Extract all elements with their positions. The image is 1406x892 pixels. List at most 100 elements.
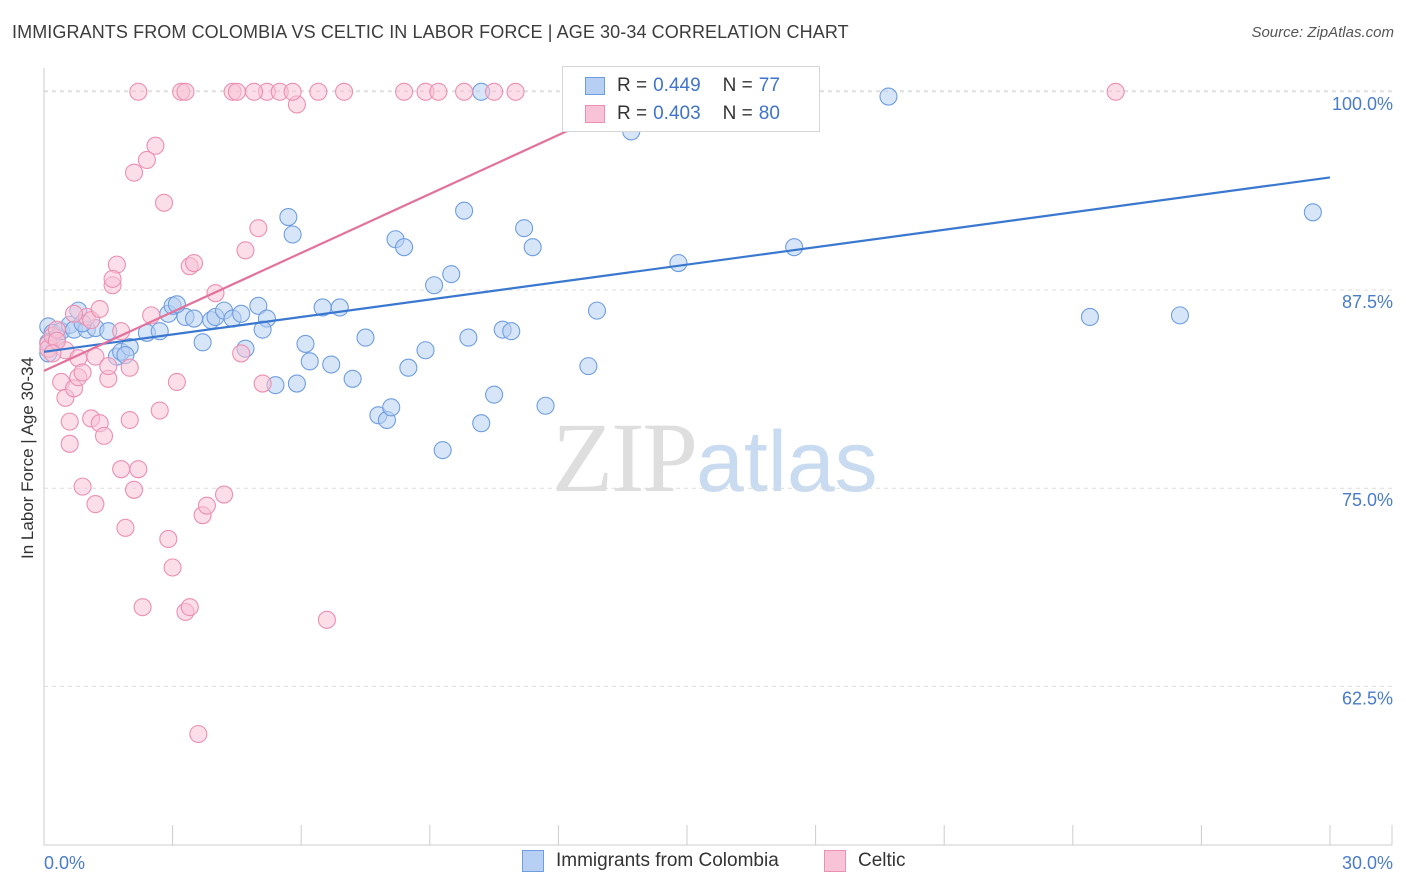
point-celtic (73, 477, 92, 496)
point-colombia (300, 352, 319, 371)
point-celtic (189, 724, 208, 744)
point-celtic (485, 82, 504, 101)
legend-n-value: 77 (758, 75, 780, 96)
chart-title: IMMIGRANTS FROM COLOMBIA VS CELTIC IN LA… (12, 22, 849, 42)
point-colombia (1170, 306, 1190, 325)
point-celtic (146, 136, 165, 155)
point-celtic (43, 344, 62, 363)
legend-r-value: 0.449 (653, 75, 701, 96)
trend-line-celtic (43, 90, 654, 372)
x-tick-label: 0.0% (44, 853, 85, 873)
point-celtic (73, 363, 92, 382)
watermark: ZIPatlas (552, 400, 878, 515)
point-colombia (249, 296, 268, 315)
bottom-legend-swatch-celtic (824, 850, 846, 872)
point-celtic (236, 241, 255, 260)
y-tick-label: 62.5% (1342, 688, 1393, 708)
point-celtic (64, 304, 84, 323)
point-celtic (249, 219, 268, 238)
y-tick-label: 75.0% (1342, 490, 1393, 510)
point-colombia (1303, 203, 1322, 222)
point-colombia (442, 265, 461, 284)
point-celtic (232, 344, 251, 363)
legend-n-label: N = (722, 75, 753, 96)
point-celtic (94, 426, 114, 445)
point-colombia (879, 87, 898, 106)
stats-legend: R = 0.449 N = 77 R = 0.403 N = 80 (562, 66, 820, 132)
legend-n-label: N = (722, 103, 753, 124)
point-celtic (120, 410, 139, 430)
tick-labels: 62.5% 75.0% 87.5% 100.0% 0.0% 30.0% (44, 94, 1393, 873)
bottom-legend-swatch-colombia (522, 850, 544, 872)
legend-swatch-celtic (585, 105, 605, 123)
y-tick-label: 87.5% (1342, 292, 1393, 312)
point-celtic (455, 82, 474, 101)
point-colombia (515, 219, 534, 238)
point-celtic (86, 495, 105, 514)
bottom-legend-colombia: Immigrants from Colombia (522, 850, 779, 872)
point-celtic (184, 253, 204, 273)
point-celtic (133, 598, 152, 617)
y-tick-label: 100.0% (1332, 94, 1393, 114)
point-colombia (536, 396, 555, 415)
point-celtic (244, 82, 264, 101)
bottom-legend-label-colombia: Immigrants from Colombia (556, 850, 779, 871)
point-celtic (429, 82, 448, 101)
point-celtic (253, 374, 272, 393)
point-celtic (395, 82, 414, 101)
point-colombia (459, 328, 478, 347)
legend-n-value: 80 (758, 103, 780, 124)
gridlines (44, 90, 1392, 687)
point-colombia (296, 334, 315, 353)
point-celtic (124, 480, 144, 499)
bottom-legend-celtic: Celtic (824, 850, 906, 872)
data-points (39, 82, 1322, 744)
point-celtic (103, 269, 122, 288)
point-colombia (356, 328, 375, 347)
legend-row-celtic: R = 0.403 N = 80 (585, 101, 780, 127)
point-colombia (279, 208, 298, 227)
point-celtic (129, 460, 148, 479)
axes (43, 68, 1393, 846)
point-celtic (506, 82, 525, 101)
point-celtic (60, 412, 79, 431)
point-celtic (137, 150, 156, 170)
point-colombia (523, 238, 542, 257)
point-celtic (167, 372, 186, 392)
point-celtic (99, 357, 118, 376)
point-colombia (283, 225, 302, 244)
point-celtic (120, 358, 139, 377)
x-tick-label: 30.0% (1342, 853, 1393, 873)
point-colombia (193, 333, 212, 352)
point-celtic (1106, 82, 1125, 101)
point-celtic (150, 401, 169, 420)
point-colombia (472, 414, 491, 433)
point-colombia (587, 301, 607, 320)
point-celtic (112, 460, 131, 479)
bottom-legend-label-celtic: Celtic (858, 850, 906, 871)
legend-swatch-colombia (585, 77, 605, 95)
legend-r-value: 0.403 (653, 103, 701, 124)
legend-r-label: R = (617, 103, 648, 124)
point-colombia (395, 238, 414, 257)
point-celtic (180, 598, 199, 617)
point-celtic (60, 434, 79, 453)
point-celtic (129, 82, 148, 101)
watermark-atlas: atlas (696, 414, 878, 510)
point-colombia (579, 357, 598, 376)
point-colombia (416, 341, 435, 360)
point-celtic (335, 82, 354, 101)
point-colombia (485, 385, 504, 404)
source-label: Source: ZipAtlas.com (1251, 24, 1394, 41)
point-celtic (124, 163, 144, 182)
point-colombia (232, 304, 251, 323)
point-celtic (283, 82, 302, 101)
point-celtic (227, 82, 246, 101)
point-celtic (159, 529, 178, 549)
legend-r-label: R = (617, 75, 648, 96)
point-celtic (309, 82, 328, 101)
point-colombia (322, 355, 341, 374)
point-colombia (399, 358, 418, 377)
point-celtic (154, 193, 174, 212)
